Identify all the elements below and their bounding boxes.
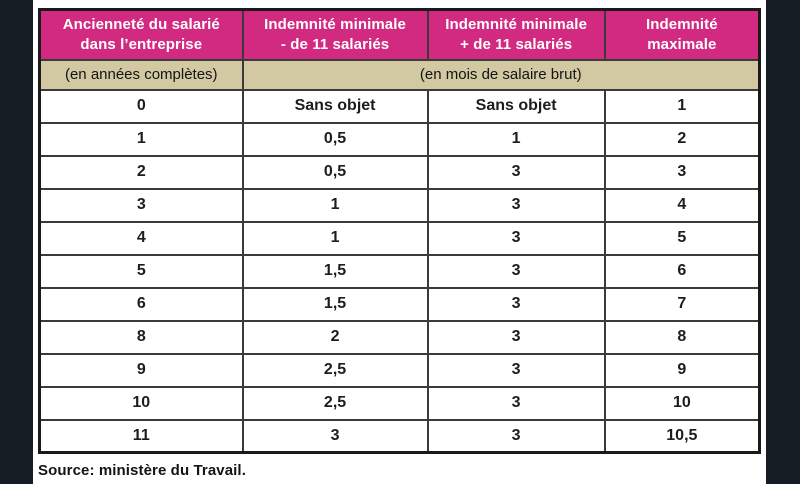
table-cell: 6 bbox=[603, 253, 761, 289]
header-indemnite-min-plus11: Indemnité minimale + de 11 salariés bbox=[426, 8, 606, 61]
table-cell: 3 bbox=[426, 286, 606, 322]
table-cell: 0,5 bbox=[241, 154, 429, 190]
table-cell: 10 bbox=[603, 385, 761, 421]
table-cell: 10,5 bbox=[603, 418, 761, 454]
table-cell: 1 bbox=[241, 187, 429, 223]
header-row: Ancienneté du salarié dans l’entreprise … bbox=[38, 8, 761, 61]
table-row: 1 0,5 1 2 bbox=[38, 121, 761, 157]
table-cell: 1,5 bbox=[241, 253, 429, 289]
table-cell: 6 bbox=[38, 286, 244, 322]
source-caption: Source: ministère du Travail. bbox=[38, 462, 246, 479]
units-mois-salaire: (en mois de salaire brut) bbox=[241, 58, 761, 91]
table-cell: 3 bbox=[241, 418, 429, 454]
table-cell: Sans objet bbox=[241, 88, 429, 124]
table-cell: 9 bbox=[603, 352, 761, 388]
table-cell: 8 bbox=[38, 319, 244, 355]
table-row: 5 1,5 3 6 bbox=[38, 253, 761, 289]
table-cell: 0,5 bbox=[241, 121, 429, 157]
table-cell: 8 bbox=[603, 319, 761, 355]
header-anciennete: Ancienneté du salarié dans l’entreprise bbox=[38, 8, 244, 61]
table-cell: 3 bbox=[426, 319, 606, 355]
table-cell: 3 bbox=[426, 220, 606, 256]
table-cell: 3 bbox=[426, 418, 606, 454]
indemnity-table: Ancienneté du salarié dans l’entreprise … bbox=[38, 8, 761, 454]
table-cell: 2 bbox=[241, 319, 429, 355]
table-cell: 3 bbox=[426, 187, 606, 223]
table-row: 6 1,5 3 7 bbox=[38, 286, 761, 322]
table-cell: 1 bbox=[38, 121, 244, 157]
table-cell: 7 bbox=[603, 286, 761, 322]
table-cell: 4 bbox=[603, 187, 761, 223]
table-cell: 10 bbox=[38, 385, 244, 421]
table-row: 11 3 3 10,5 bbox=[38, 418, 761, 454]
table-cell: 5 bbox=[38, 253, 244, 289]
table-row: 2 0,5 3 3 bbox=[38, 154, 761, 190]
content-panel: Ancienneté du salarié dans l’entreprise … bbox=[33, 0, 766, 484]
table-cell: 2 bbox=[603, 121, 761, 157]
table-cell: 3 bbox=[426, 253, 606, 289]
table-cell: 1 bbox=[426, 121, 606, 157]
table-cell: 1 bbox=[603, 88, 761, 124]
table-cell: 3 bbox=[426, 385, 606, 421]
table-cell: 3 bbox=[426, 352, 606, 388]
table-cell: 2 bbox=[38, 154, 244, 190]
table-body: 0 Sans objet Sans objet 1 1 0,5 1 2 2 0,5 3 3 3 1 3 4 4 1… bbox=[38, 88, 761, 454]
header-indemnite-max: Indemnité maximale bbox=[603, 8, 761, 61]
table-cell: 3 bbox=[38, 187, 244, 223]
table-row: 9 2,5 3 9 bbox=[38, 352, 761, 388]
table-cell: Sans objet bbox=[426, 88, 606, 124]
table-row: 0 Sans objet Sans objet 1 bbox=[38, 88, 761, 124]
table-cell: 3 bbox=[426, 154, 606, 190]
header-indemnite-min-moins11: Indemnité minimale - de 11 salariés bbox=[241, 8, 429, 61]
table-cell: 11 bbox=[38, 418, 244, 454]
units-annees: (en années complètes) bbox=[38, 58, 244, 91]
table-cell: 4 bbox=[38, 220, 244, 256]
table-cell: 5 bbox=[603, 220, 761, 256]
table-cell: 2,5 bbox=[241, 385, 429, 421]
table-cell: 1 bbox=[241, 220, 429, 256]
table-cell: 3 bbox=[603, 154, 761, 190]
table-cell: 1,5 bbox=[241, 286, 429, 322]
table-row: 10 2,5 3 10 bbox=[38, 385, 761, 421]
units-row: (en années complètes) (en mois de salair… bbox=[38, 58, 761, 91]
table-cell: 2,5 bbox=[241, 352, 429, 388]
table-cell: 9 bbox=[38, 352, 244, 388]
table-cell: 0 bbox=[38, 88, 244, 124]
